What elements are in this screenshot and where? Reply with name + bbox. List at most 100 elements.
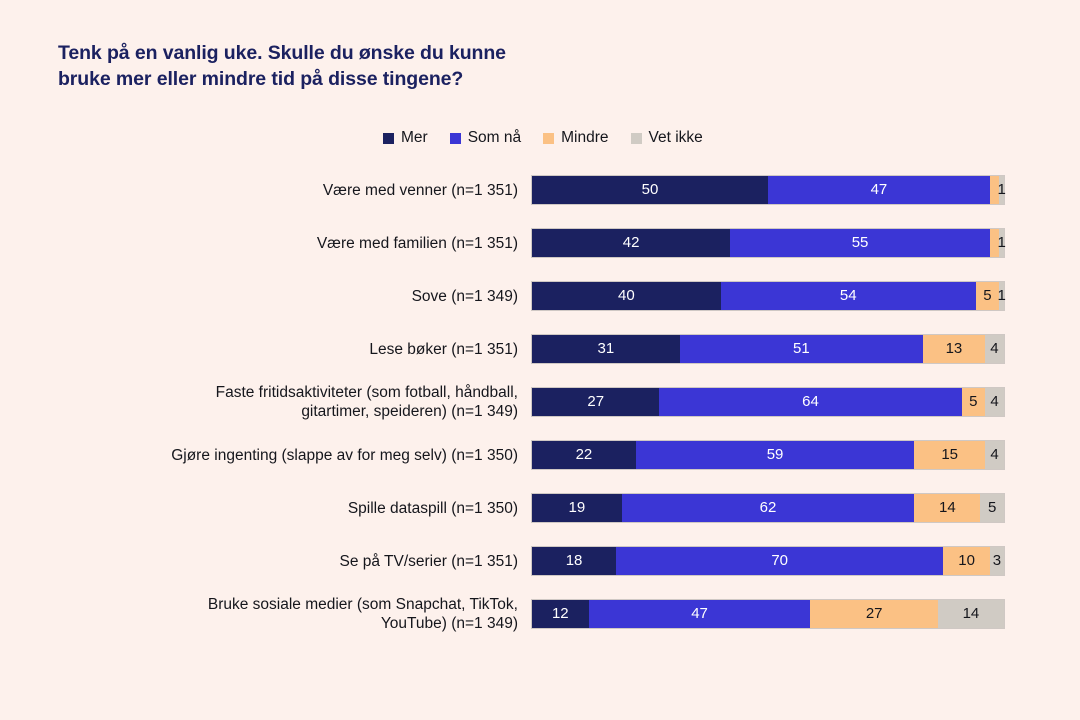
category-label: Spille dataspill (n=1 350) — [347, 499, 518, 517]
bar-segment-value: 18 — [565, 552, 583, 569]
bar-segment[interactable]: 47 — [768, 176, 990, 204]
legend-swatch-icon — [449, 132, 461, 144]
bar-segment-value: 10 — [958, 552, 975, 569]
bar-segment[interactable]: 50 — [532, 176, 768, 204]
bar-segment[interactable]: 70 — [616, 547, 944, 575]
chart-title: Tenk på en vanlig uke. Skulle du ønske d… — [58, 42, 506, 90]
category-label: Lese bøker (n=1 351) — [369, 340, 518, 358]
bar-segment[interactable]: 3 — [989, 547, 1004, 575]
bar-segment[interactable]: 15 — [914, 441, 986, 469]
bar-segment-value: 19 — [568, 499, 586, 516]
bar-segment-value: 13 — [945, 340, 963, 357]
bar-segment[interactable]: 55 — [730, 229, 990, 257]
chart-row: Sove (n=1 349) 40 54 5 1 — [0, 281, 1080, 334]
bar-segment[interactable]: 14 — [914, 494, 981, 522]
bar-segment[interactable]: 1 — [997, 229, 1006, 257]
bar-segment-value: 64 — [802, 393, 819, 410]
bar-segment-value: 51 — [793, 340, 810, 357]
bar-segment-value: 31 — [597, 340, 615, 357]
bar-segment[interactable] — [989, 229, 1000, 257]
bar-segment-value: 1 — [997, 234, 1006, 251]
bar-segment[interactable]: 47 — [588, 600, 811, 628]
legend-item[interactable]: Mer — [383, 128, 428, 148]
bar-segment[interactable]: 42 — [532, 229, 731, 257]
bar-segment-value: 59 — [766, 446, 784, 463]
chart-row: Bruke sosiale medier (som Snapchat, TikT… — [0, 596, 1080, 652]
bar-segment[interactable]: 13 — [922, 335, 985, 363]
stacked-bar: 50 47 1 — [531, 175, 1006, 205]
stacked-bar: 19 62 14 5 — [531, 493, 1005, 523]
stacked-bar: 12 47 27 14 — [531, 599, 1005, 629]
category-label: Være med venner (n=1 351) — [322, 181, 518, 199]
bar-segment-value: 70 — [771, 552, 789, 569]
category-label: Bruke sosiale medier (som Snapchat, TikT… — [207, 596, 518, 632]
category-label: Være med familien (n=1 351) — [316, 234, 518, 252]
stacked-bar: 27 64 5 4 — [531, 387, 1005, 417]
legend-item[interactable]: Vet ikke — [630, 128, 703, 148]
category-label: Se på TV/serier (n=1 351) — [339, 552, 519, 570]
legend-item-label: Mindre — [561, 129, 609, 146]
legend-item-label: Som nå — [467, 129, 522, 146]
bar-segment[interactable]: 5 — [961, 388, 986, 416]
stacked-bar: 18 70 10 3 — [531, 546, 1005, 576]
bar-segment-value: 14 — [962, 605, 980, 622]
stacked-bar: 40 54 5 1 — [531, 281, 1006, 311]
bar-segment-value: 54 — [839, 287, 857, 304]
bar-segment-value: 5 — [969, 393, 978, 410]
bar-segment[interactable]: 59 — [635, 441, 915, 469]
bar-segment-value: 15 — [941, 446, 959, 463]
bar-segment[interactable]: 27 — [532, 388, 660, 416]
bar-segment[interactable]: 5 — [980, 494, 1004, 522]
legend-item-label: Vet ikke — [648, 129, 703, 146]
bar-segment-value: 62 — [759, 499, 777, 516]
legend-item[interactable]: Som nå — [449, 128, 522, 148]
bar-segment-value: 4 — [990, 393, 999, 410]
bar-segment[interactable]: 51 — [679, 335, 923, 363]
bar-segment-value: 12 — [551, 605, 569, 622]
category-label: Faste fritidsaktiviteter (som fotball, h… — [215, 384, 518, 420]
bar-segment[interactable] — [989, 176, 1000, 204]
stacked-bar: 42 55 1 — [531, 228, 1006, 258]
bar-segment[interactable]: 10 — [943, 547, 990, 575]
bar-segment[interactable]: 1 — [997, 176, 1006, 204]
bar-segment[interactable]: 27 — [810, 600, 938, 628]
chart-plot-area: Være med venner (n=1 351) 50 47 1 Være med f… — [0, 175, 1080, 652]
chart-row: Lese bøker (n=1 351) 31 51 13 4 — [0, 334, 1080, 387]
legend-item[interactable]: Mindre — [543, 128, 609, 148]
bar-segment[interactable]: 64 — [659, 388, 962, 416]
category-label: Sove (n=1 349) — [411, 287, 518, 305]
bar-segment-value: 5 — [983, 287, 992, 304]
legend-swatch-icon — [630, 132, 642, 144]
bar-segment-value: 4 — [990, 446, 999, 463]
bar-segment[interactable]: 40 — [532, 282, 721, 310]
bar-segment-value: 55 — [851, 234, 869, 251]
bar-segment[interactable]: 4 — [984, 335, 1004, 363]
category-label: Gjøre ingenting (slappe av for meg selv)… — [171, 446, 518, 464]
bar-segment[interactable]: 19 — [532, 494, 622, 522]
bar-segment-value: 3 — [992, 552, 1002, 569]
bar-segment[interactable]: 18 — [532, 547, 617, 575]
chart-legend: Mer Som nå Mindre Vet ikke — [383, 128, 703, 148]
bar-segment-value: 42 — [622, 234, 640, 251]
bar-segment[interactable]: 62 — [621, 494, 915, 522]
bar-segment[interactable]: 4 — [985, 388, 1004, 416]
legend-swatch-icon — [383, 132, 394, 144]
bar-segment[interactable]: 1 — [997, 282, 1006, 310]
stacked-bar: 22 59 15 4 — [531, 440, 1005, 470]
bar-segment[interactable]: 54 — [720, 282, 976, 310]
bar-segment[interactable]: 4 — [985, 441, 1004, 469]
bar-segment-value: 14 — [938, 499, 956, 516]
bar-segment-value: 27 — [587, 393, 605, 410]
chart-row: Gjøre ingenting (slappe av for meg selv)… — [0, 440, 1080, 493]
chart-row: Være med familien (n=1 351) 42 55 1 — [0, 228, 1080, 281]
bar-segment-value: 22 — [575, 446, 593, 463]
bar-segment[interactable]: 14 — [937, 600, 1004, 628]
bar-segment[interactable]: 5 — [975, 282, 1000, 310]
chart-row: Spille dataspill (n=1 350) 19 62 14 5 — [0, 493, 1080, 546]
bar-segment-value: 4 — [990, 340, 999, 357]
bar-segment-value: 1 — [997, 287, 1006, 304]
bar-segment[interactable]: 12 — [532, 600, 589, 628]
bar-segment[interactable]: 22 — [532, 441, 636, 469]
bar-segment[interactable]: 31 — [532, 335, 680, 363]
